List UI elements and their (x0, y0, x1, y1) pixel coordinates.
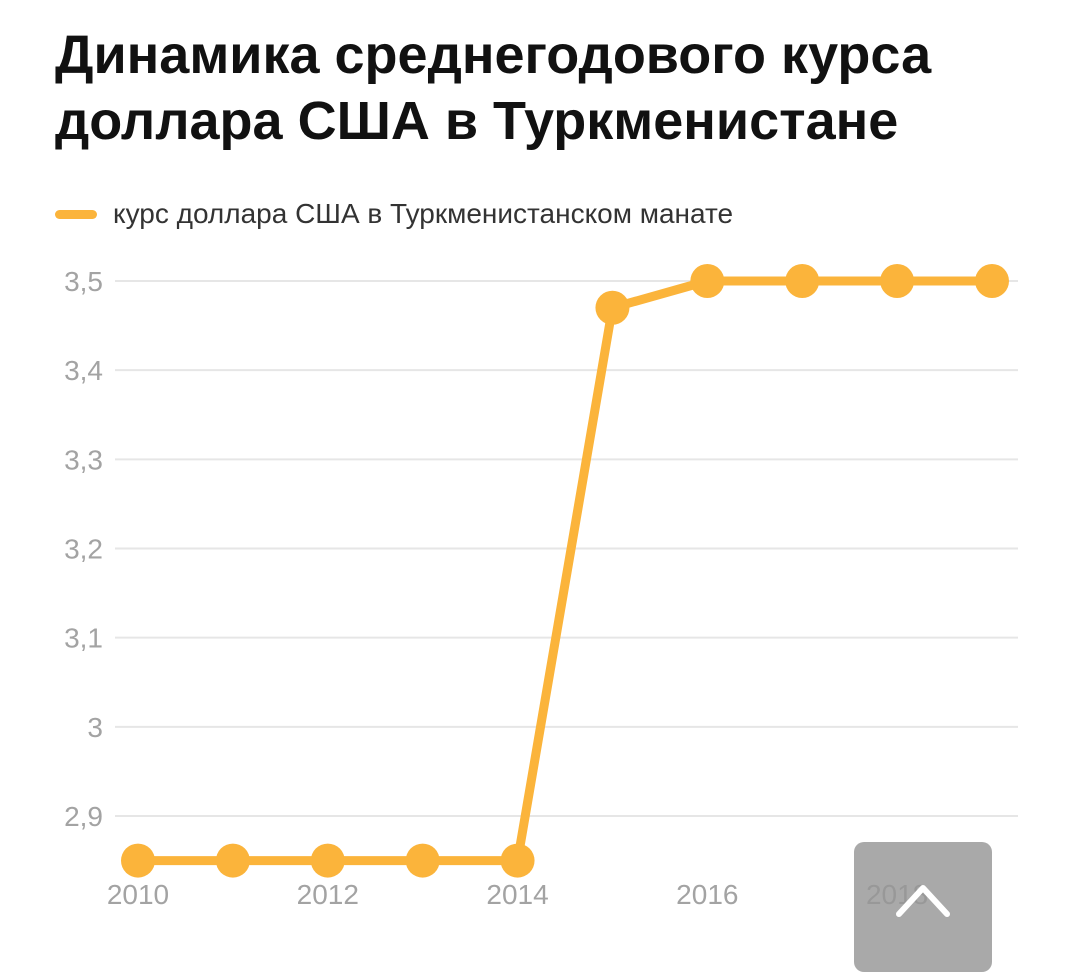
y-tick-label: 3,1 (64, 623, 103, 654)
x-tick-label: 2016 (676, 879, 738, 910)
data-point (121, 843, 155, 878)
series-line (133, 276, 997, 866)
y-tick-label: 2,9 (64, 801, 103, 832)
data-point (310, 843, 345, 878)
x-tick-label: 2012 (297, 879, 359, 910)
legend-swatch (55, 209, 97, 219)
y-tick-label: 3,5 (64, 266, 103, 297)
y-tick-label: 3,4 (64, 355, 103, 386)
y-tick-label: 3 (87, 712, 103, 743)
y-tick-labels: 2,9 3 3,1 3,2 3,3 3,4 3,5 (64, 266, 103, 832)
series-points (121, 264, 1009, 878)
grid-lines (115, 280, 1018, 817)
series-lines (133, 276, 997, 866)
data-point (975, 264, 1009, 298)
y-tick-label: 3,2 (64, 534, 103, 565)
chart-legend: курс доллара США в Туркменистанском мана… (55, 194, 733, 234)
chevron-up-icon (896, 885, 950, 917)
y-tick-label: 3,3 (64, 444, 103, 475)
data-point (215, 843, 250, 878)
x-tick-label: 2014 (486, 879, 548, 910)
data-point (595, 290, 630, 325)
data-point (880, 264, 915, 298)
data-point (405, 843, 440, 878)
x-tick-label: 2010 (107, 879, 169, 910)
scroll-to-top-button[interactable] (854, 842, 992, 972)
legend-label: курс доллара США в Туркменистанском мана… (113, 198, 734, 229)
x-tick-labels: 20102012201420162018 (107, 879, 928, 910)
data-point (785, 264, 820, 298)
data-point (500, 843, 535, 878)
chart-title: Динамика среднегодового курса доллара СШ… (55, 25, 932, 151)
data-point (690, 264, 725, 298)
